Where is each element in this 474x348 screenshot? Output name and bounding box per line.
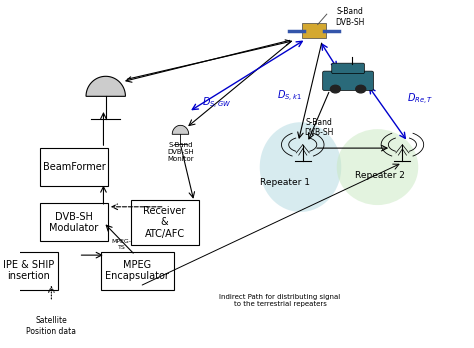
Polygon shape [172,125,189,134]
Text: Repeater 2: Repeater 2 [355,171,405,180]
Text: MPEG
Encapsulator: MPEG Encapsulator [106,260,169,282]
Text: Repeater 1: Repeater 1 [260,178,310,187]
FancyBboxPatch shape [101,252,173,290]
Text: S-Band
DVB-SH: S-Band DVB-SH [304,118,333,137]
FancyBboxPatch shape [323,71,374,90]
FancyBboxPatch shape [40,203,108,241]
Text: S-Band
DVB-SH
Monitor: S-Band DVB-SH Monitor [167,142,194,161]
Text: Receiver
&
ATC/AFC: Receiver & ATC/AFC [144,206,186,239]
FancyBboxPatch shape [0,252,58,290]
Polygon shape [86,76,126,96]
Text: DVB-SH
Modulator: DVB-SH Modulator [49,212,99,233]
Text: $D_{S,GW}$: $D_{S,GW}$ [202,96,231,111]
Circle shape [356,85,366,93]
FancyBboxPatch shape [131,200,199,245]
Text: BeamFormer: BeamFormer [43,162,105,172]
Ellipse shape [260,122,341,212]
FancyBboxPatch shape [302,23,326,38]
Text: Indirect Path for distributing signal
to the terrestrial repeaters: Indirect Path for distributing signal to… [219,293,341,307]
Text: $D_{S,k1}$: $D_{S,k1}$ [277,89,301,104]
Text: IPE & SHIP
insertion: IPE & SHIP insertion [3,260,55,282]
Circle shape [330,85,340,93]
FancyBboxPatch shape [40,148,108,186]
FancyBboxPatch shape [332,63,365,73]
Text: $D_{Re,T}$: $D_{Re,T}$ [407,92,434,107]
Text: MPEG-
TS: MPEG- TS [111,239,132,250]
Text: Satellite
Position data: Satellite Position data [27,316,76,335]
Ellipse shape [337,129,418,205]
Text: S-Band
DVB-SH: S-Band DVB-SH [336,7,365,27]
